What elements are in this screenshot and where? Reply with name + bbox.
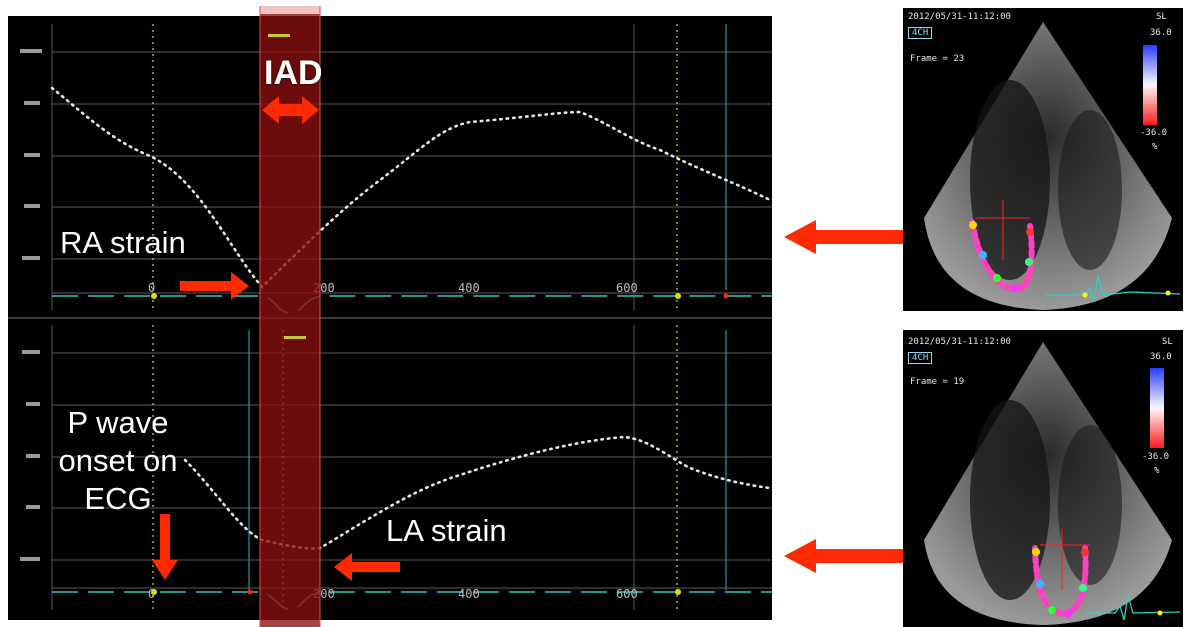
bottom-tick-0: 0 xyxy=(148,587,155,601)
la-strain-label: LA strain xyxy=(386,513,507,548)
bottom-link-arrow xyxy=(784,539,922,573)
ra-strain-curve xyxy=(50,86,772,289)
top-link-arrow xyxy=(784,220,922,254)
iad-double-arrow xyxy=(262,96,319,124)
top-echo-scale-min: -36.0 xyxy=(1140,128,1168,138)
bottom-echo-mode: SL xyxy=(1162,337,1173,347)
bottom-echo-scale-max: 36.0 xyxy=(1150,352,1172,362)
bottom-tracking-points xyxy=(1032,548,1089,618)
strain-panel: 0 200 400 600 0 200 400 600 xyxy=(8,6,772,627)
bottom-echo-ecg xyxy=(1085,595,1181,621)
top-echo-mode: SL xyxy=(1156,12,1167,22)
bottom-color-scale xyxy=(1150,368,1164,448)
bottom-tick-400: 400 xyxy=(458,587,480,601)
top-tick-0: 0 xyxy=(148,281,155,295)
iad-label: IAD xyxy=(264,54,323,92)
top-echo-timestamp: 2012/05/31-11:12:00 xyxy=(908,12,1011,22)
top-tracking-points xyxy=(969,221,1034,292)
bottom-echo-unit: % xyxy=(1154,466,1160,476)
la-strain-arrow xyxy=(334,553,400,581)
bottom-subplot-grid xyxy=(51,325,772,610)
top-tick-600: 600 xyxy=(616,281,638,295)
bottom-echo-timestamp: 2012/05/31-11:12:00 xyxy=(908,337,1011,347)
bottom-echo-scale-min: -36.0 xyxy=(1142,452,1170,462)
top-tick-400: 400 xyxy=(458,281,480,295)
p-wave-label: P wave onset on ECG xyxy=(58,405,178,516)
bottom-echo-frame: Frame = 19 xyxy=(910,377,965,387)
top-color-scale xyxy=(1143,45,1157,125)
bottom-tick-600: 600 xyxy=(616,587,638,601)
iad-highlight-band xyxy=(260,6,320,627)
top-echo-view: 4CH xyxy=(908,27,933,39)
teal-markers xyxy=(248,24,727,590)
echo-image-top xyxy=(903,8,1183,311)
echo-image-bottom xyxy=(903,330,1183,627)
top-echo-scale-max: 36.0 xyxy=(1150,28,1172,38)
y-axis-tick-marks xyxy=(20,49,42,561)
iad-band-top xyxy=(260,6,320,14)
bottom-echo-view: 4CH xyxy=(908,352,933,364)
ecg-dots xyxy=(151,293,729,595)
p-wave-arrow xyxy=(152,514,178,580)
top-echo-unit: % xyxy=(1152,142,1158,152)
top-echo-frame: Frame = 23 xyxy=(910,54,965,64)
ra-strain-label: RA strain xyxy=(60,225,186,260)
avc-markers xyxy=(268,34,306,339)
ra-strain-arrow xyxy=(180,272,249,300)
